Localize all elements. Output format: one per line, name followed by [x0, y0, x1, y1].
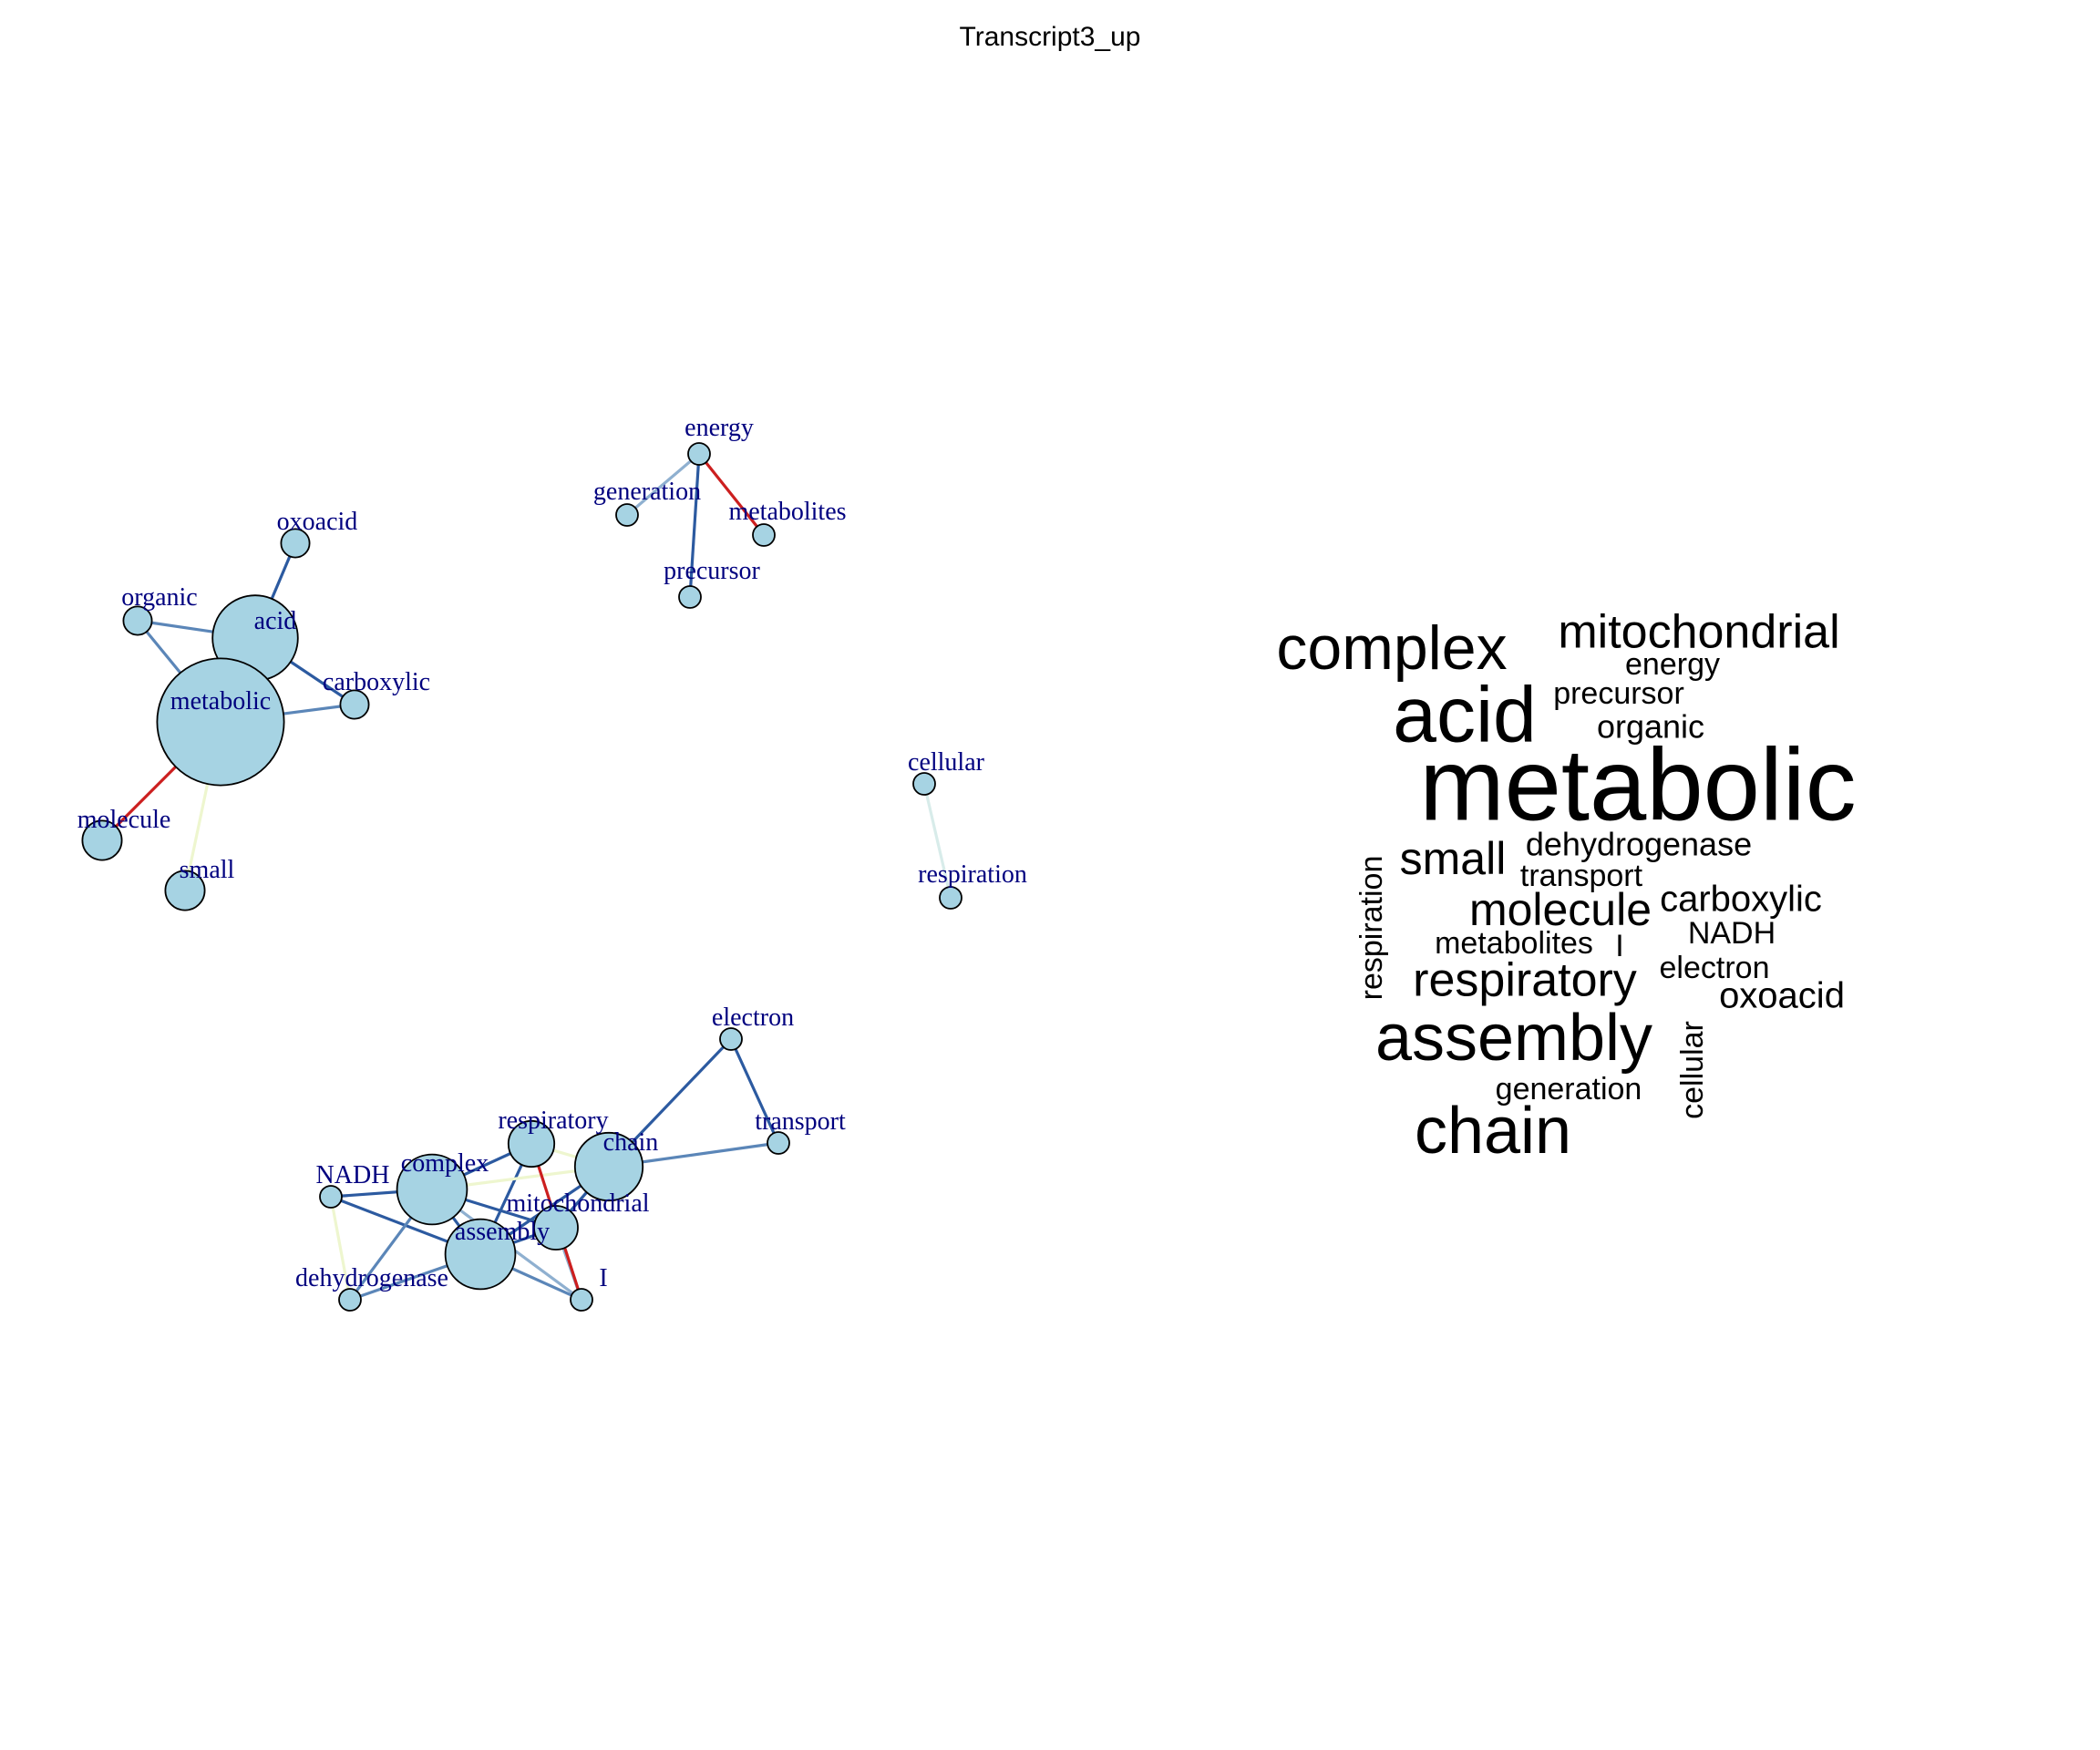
- node-NADH: [319, 1185, 343, 1209]
- node-respiratory: [507, 1119, 556, 1168]
- network-graph: energy generation metabolites precursor oxoa…: [77, 414, 1027, 1312]
- cloud-word-energy: energy: [1625, 647, 1720, 682]
- cloud-word-complex: complex: [1276, 613, 1507, 683]
- node-I: [570, 1288, 593, 1312]
- cloud-word-molecule: molecule: [1469, 884, 1652, 935]
- node-mitochondrial: [533, 1205, 579, 1251]
- node-cellular: [912, 772, 936, 796]
- cloud-word-metabolites: metabolites: [1435, 926, 1593, 961]
- edge-energy-precursor: [688, 453, 701, 598]
- node-label-I: I: [599, 1264, 607, 1292]
- cloud-word-precursor: precursor: [1553, 676, 1684, 711]
- node-transport: [767, 1131, 790, 1155]
- node-oxoacid: [280, 528, 311, 559]
- cloud-word-organic: organic: [1597, 708, 1704, 746]
- plot-title: Transcript3_up: [960, 22, 1141, 52]
- node-label-respiration: respiration: [918, 860, 1027, 889]
- node-assembly: [444, 1218, 517, 1291]
- node-label-complex: complex: [401, 1149, 489, 1178]
- cloud-word-assembly: assembly: [1375, 1002, 1652, 1075]
- node-label-respiratory: respiratory: [498, 1107, 608, 1135]
- node-generation: [615, 503, 639, 527]
- node-label-cellular: cellular: [908, 748, 985, 777]
- node-label-oxoacid: oxoacid: [277, 508, 358, 536]
- edge-energy-generation: [625, 452, 701, 517]
- edge-NADH-dehydrogenase: [329, 1196, 352, 1301]
- node-label-mitochondrial: mitochondrial: [506, 1189, 649, 1218]
- node-label-organic: organic: [121, 583, 197, 612]
- node-carboxylic: [339, 689, 370, 720]
- cloud-word-acid: acid: [1393, 672, 1537, 759]
- node-label-NADH: NADH: [316, 1161, 390, 1189]
- node-label-molecule: molecule: [77, 806, 171, 834]
- node-label-metabolic: metabolic: [170, 687, 271, 715]
- node-metabolites: [752, 523, 776, 547]
- cloud-word-metabolic: metabolic: [1419, 728, 1856, 842]
- node-label-carboxylic: carboxylic: [323, 668, 430, 696]
- edge-energy-metabolites: [697, 453, 766, 536]
- cloud-word-oxoacid: oxoacid: [1719, 976, 1845, 1016]
- edge-electron-transport: [729, 1038, 780, 1144]
- cloud-word-generation: generation: [1496, 1072, 1642, 1107]
- cloud-word-electron: electron: [1660, 951, 1770, 985]
- node-label-precursor: precursor: [664, 557, 760, 585]
- node-molecule: [81, 819, 123, 861]
- node-respiration: [939, 886, 962, 910]
- node-label-dehydrogenase: dehydrogenase: [295, 1264, 448, 1292]
- node-label-metabolites: metabolites: [728, 498, 846, 526]
- node-organic: [122, 605, 153, 636]
- cloud-word-carboxylic: carboxylic: [1660, 880, 1822, 920]
- node-energy: [687, 442, 711, 466]
- node-precursor: [678, 585, 702, 609]
- node-label-assembly: assembly: [455, 1218, 550, 1246]
- cloud-word-respiration: respiration: [1354, 856, 1389, 1001]
- node-label-acid: acid: [254, 607, 297, 635]
- node-label-electron: electron: [712, 1004, 794, 1032]
- node-small: [164, 870, 206, 911]
- cloud-word-nadh: NADH: [1688, 916, 1776, 951]
- node-label-chain: chain: [603, 1128, 659, 1157]
- node-chain: [573, 1131, 644, 1202]
- cloud-word-i: I: [1615, 929, 1623, 963]
- network-nodes: energy generation metabolites precursor oxoa…: [77, 414, 1027, 1312]
- node-electron: [719, 1027, 743, 1051]
- node-label-transport: transport: [755, 1107, 846, 1136]
- cloud-word-dehydrogenase: dehydrogenase: [1526, 826, 1752, 863]
- node-dehydrogenase: [338, 1288, 362, 1312]
- node-label-small: small: [180, 856, 235, 884]
- node-complex: [396, 1153, 468, 1226]
- cloud-word-transport: transport: [1520, 859, 1643, 893]
- cloud-word-mitochondrial: mitochondrial: [1558, 606, 1839, 659]
- edge-cellular-respiration: [922, 783, 952, 899]
- cloud-word-chain: chain: [1415, 1095, 1571, 1168]
- node-label-energy: energy: [685, 414, 754, 442]
- node-metabolic: [156, 657, 285, 787]
- node-label-generation: generation: [593, 478, 701, 506]
- cloud-word-respiratory: respiratory: [1413, 954, 1637, 1007]
- cloud-word-small: small: [1400, 833, 1507, 884]
- cloud-word-cellular: cellular: [1675, 1021, 1710, 1119]
